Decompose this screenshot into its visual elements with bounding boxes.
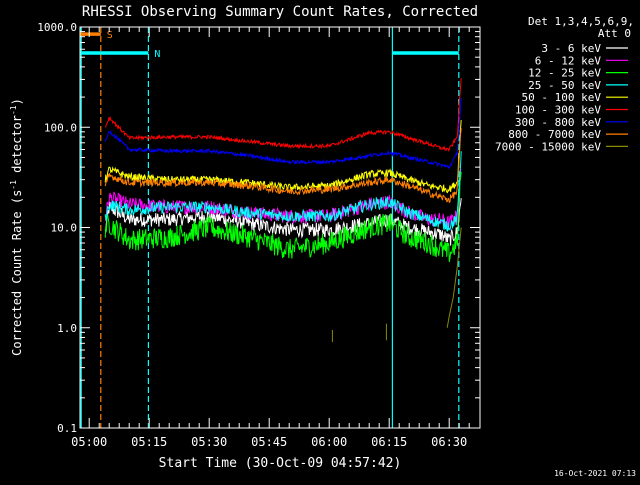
x-axis-label: Start Time (30-Oct-09 04:57:42) (159, 456, 402, 471)
series-line-5 (105, 78, 462, 153)
legend-label-1: 6 - 12 keV (535, 54, 602, 67)
legend-label-5: 100 - 300 keV (515, 104, 601, 117)
y-axis-label-mid: detector (10, 115, 24, 180)
series-line-3 (104, 151, 462, 233)
legend-label-4: 50 - 100 keV (522, 91, 602, 104)
flag-label-0: S (107, 30, 113, 41)
y-tick-label-3: 100.0 (44, 121, 77, 134)
legend-header-line-1: Det 1,3,4,5,6,9, (528, 15, 634, 28)
y-axis-label-sup2: -1 (9, 105, 18, 115)
x-tick-label-3: 05:45 (251, 435, 287, 449)
y-axis-label-main: Corrected Count Rate (s (10, 190, 24, 356)
legend-label-7: 800 - 7000 keV (508, 128, 601, 141)
y-tick-label-1: 1.0 (57, 322, 77, 335)
y-axis-label-sup1: -1 (9, 180, 18, 190)
legend-label-3: 25 - 50 keV (528, 79, 601, 92)
y-tick-label-4: 1000.0 (37, 21, 77, 34)
chart-title: RHESSI Observing Summary Count Rates, Co… (82, 4, 478, 20)
y-axis-label-end: ) (10, 98, 24, 105)
x-tick-label-4: 06:00 (311, 435, 347, 449)
axes-layer: 0.1 1.0 10.0 100.0 1000.0 05:00 05:15 05:30 05:4… (37, 21, 481, 449)
series-line-0 (104, 198, 462, 246)
series-line-2 (104, 171, 462, 263)
y-tick-label-0: 0.1 (57, 422, 77, 435)
series-line-4 (104, 120, 462, 194)
y-axis-label: Corrected Count Rate (s-1 detector-1) (9, 98, 24, 356)
flag-label-1: N (154, 49, 160, 60)
legend-label-8: 7000 - 15000 keV (495, 140, 601, 153)
x-tick-label-0: 05:00 (71, 435, 107, 449)
legend-label-2: 12 - 25 keV (528, 67, 601, 80)
legend-header-line-2: Att 0 (598, 27, 631, 40)
series-line-1 (104, 168, 462, 230)
x-tick-label-1: 05:15 (131, 435, 167, 449)
x-tick-label-6: 06:30 (431, 435, 467, 449)
legend-label-6: 300 - 800 keV (515, 116, 601, 129)
legend-label-0: 3 - 6 keV (541, 42, 601, 55)
y-tick-label-2: 10.0 (51, 222, 78, 235)
x-tick-label-5: 06:15 (371, 435, 407, 449)
generation-timestamp: 16-Oct-2021 07:13 (554, 469, 636, 478)
x-tick-label-2: 05:30 (191, 435, 227, 449)
series-line-6 (104, 97, 462, 170)
series-line-7 (104, 128, 462, 204)
series-line-8 (446, 227, 462, 328)
